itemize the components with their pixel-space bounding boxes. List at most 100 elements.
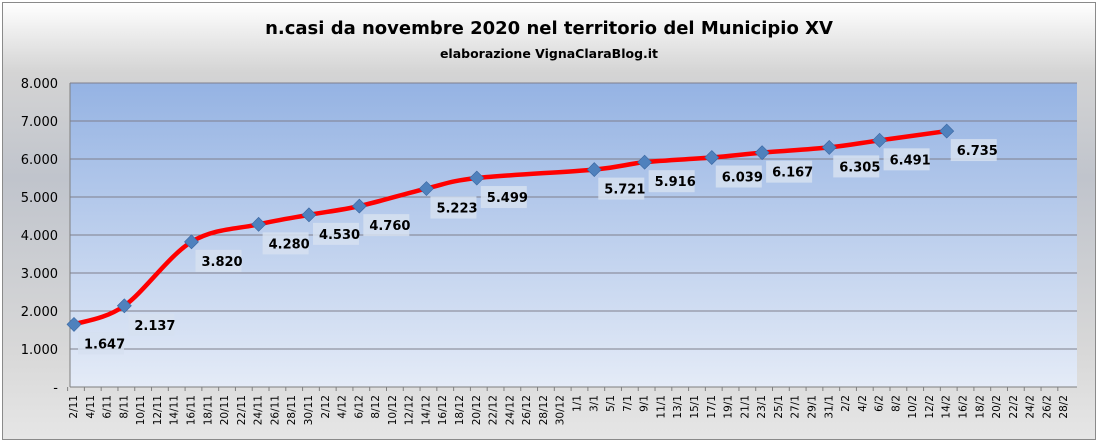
data-point-marker [301,207,317,223]
x-tick-label: 30/11 [303,395,315,425]
x-tick-label: 2/2 [840,395,852,412]
x-tick-label: 10/12 [387,395,399,425]
x-tick-label: 15/1 [689,395,701,419]
x-tick-label: 7/1 [622,395,634,412]
x-tick-label: 21/1 [739,395,751,419]
data-label-box [78,332,124,355]
x-tick-label: 17/1 [706,395,718,419]
chart-title: n.casi da novembre 2020 nel territorio d… [265,18,833,39]
x-tick-label: 23/1 [756,395,768,419]
data-label: 4.760 [369,219,410,234]
x-tick-label: 29/1 [806,395,818,419]
data-point-marker [754,145,770,161]
y-tick-label: 4.000 [21,229,58,244]
data-label: 3.820 [201,255,242,270]
x-tick-label: 1/1 [572,395,584,412]
y-tick-label: - [53,381,58,396]
y-tick-label: 2.000 [21,305,58,320]
x-tick-label: 6/2 [874,395,886,412]
data-label-box [950,139,997,162]
x-tick-label: 22/11 [236,395,248,425]
x-tick-label: 26/2 [1041,395,1053,419]
data-label: 6.491 [890,153,931,168]
x-tick-label: 19/1 [723,395,735,419]
data-label: 6.167 [772,166,813,181]
x-tick-label: 24/11 [253,395,265,425]
x-tick-label: 25/1 [773,395,785,419]
data-label: 5.916 [655,175,696,190]
x-tick-label: 13/1 [672,395,684,419]
x-tick-label: 31/1 [823,395,835,419]
data-point-marker [586,162,602,178]
x-tick-label: 11/1 [655,395,667,419]
data-label-box [883,148,930,171]
x-tick-label: 2/11 [68,395,80,419]
x-tick-label: 4/12 [337,395,349,419]
data-label: 5.499 [487,191,528,206]
data-label-box [715,165,762,188]
x-tick-label: 14/12 [420,395,432,425]
x-tick-label: 3/1 [588,395,600,412]
data-label-box [480,186,527,209]
x-tick-label: 16/12 [437,395,449,425]
data-point-marker [419,181,434,196]
y-tick-label: 3.000 [21,267,58,282]
data-label: 6.305 [839,160,880,175]
y-tick-label: 7.000 [21,115,58,130]
x-tick-label: 22/2 [1008,395,1020,419]
x-tick-label: 9/1 [639,395,651,412]
x-tick-label: 18/11 [202,395,214,425]
data-label: 2.137 [134,319,175,334]
x-tick-label: 8/12 [370,395,382,419]
x-tick-label: 18/2 [974,395,986,419]
data-label-box [766,160,813,183]
x-tick-label: 26/12 [521,395,533,425]
x-tick-label: 16/2 [958,395,970,419]
x-tick-label: 18/12 [454,395,466,425]
x-tick-label: 20/11 [219,395,231,425]
y-tick-label: 8.000 [21,77,58,92]
x-tick-label: 12/12 [404,395,416,425]
data-point-marker [351,198,367,214]
x-tick-label: 28/11 [286,395,298,425]
x-tick-label: 28/12 [538,395,550,425]
data-label-box [195,249,242,272]
data-label-box [128,313,175,336]
data-label-box [648,170,695,193]
x-tick-label: 24/12 [504,395,516,425]
x-tick-label: 8/11 [118,395,130,419]
data-label: 6.735 [957,144,998,159]
data-point-marker [184,234,199,250]
x-tick-label: 28/2 [1058,395,1070,419]
x-tick-label: 27/1 [790,395,802,419]
x-tick-label: 24/2 [1025,395,1037,419]
data-point-marker [66,316,82,332]
x-tick-label: 10/2 [907,395,919,419]
x-tick-label: 22/12 [488,395,500,425]
data-point-marker [637,154,653,170]
x-tick-label: 30/12 [555,395,567,425]
x-tick-label: 4/11 [85,395,97,419]
chart-subtitle: elaborazione VignaClaraBlog.it [439,46,659,61]
data-point-marker [704,150,720,165]
data-label-box [262,232,309,255]
x-tick-label: 20/12 [471,395,483,425]
data-label: 5.721 [604,183,645,198]
y-tick-label: 5.000 [21,191,58,206]
data-point-marker [116,298,132,314]
data-point-marker [939,123,955,139]
y-tick-label: 1.000 [21,343,58,358]
x-tick-label: 8/2 [890,395,902,412]
x-tick-label: 10/11 [135,395,147,425]
data-point-marker [821,139,837,155]
data-point-marker [469,170,485,186]
x-tick-label: 14/2 [941,395,953,419]
y-tick-label: 6.000 [21,153,58,168]
x-tick-label: 16/11 [185,395,197,425]
x-tick-label: 2/12 [320,395,332,419]
x-tick-label: 12/11 [152,395,164,425]
data-label-box [833,155,880,178]
data-label-box [430,196,477,219]
x-tick-label: 6/11 [102,395,114,419]
